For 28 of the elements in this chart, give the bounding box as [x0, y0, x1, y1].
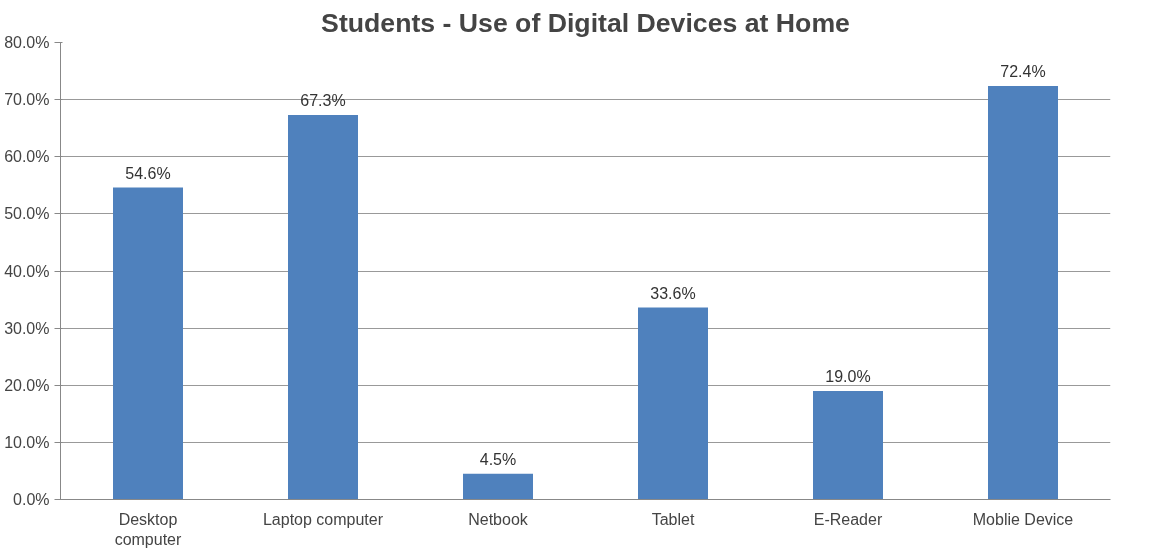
y-tick-label: 20.0%: [4, 376, 50, 394]
bar: [288, 115, 358, 500]
bar: [463, 473, 533, 500]
y-tick-label: 10.0%: [4, 433, 50, 451]
y-tick-label: 80.0%: [4, 34, 50, 51]
x-tick-label: Desktop computer: [114, 510, 183, 548]
data-label: 54.6%: [125, 164, 171, 182]
x-tick-label: Tablet: [651, 510, 695, 528]
y-tick-label: 60.0%: [4, 148, 50, 166]
y-tick-label: 0.0%: [13, 491, 50, 508]
y-tick-label: 70.0%: [4, 91, 50, 109]
bar: [113, 187, 183, 500]
x-tick-label: E-Reader: [813, 510, 883, 528]
data-label: 67.3%: [300, 92, 346, 110]
x-tick-label: Laptop computer: [262, 510, 384, 528]
data-label: 4.5%: [479, 450, 517, 468]
bar: [638, 307, 708, 500]
bar: [988, 85, 1058, 500]
x-tick-label: Netbook: [468, 510, 529, 528]
data-label: 72.4%: [1000, 62, 1046, 80]
y-tick-label: 40.0%: [4, 262, 50, 280]
data-label: 19.0%: [825, 367, 871, 385]
data-label: 33.6%: [650, 284, 696, 302]
y-tick-label: 50.0%: [4, 205, 50, 223]
x-tick-label: Moblie Device: [972, 510, 1074, 528]
bar: [813, 390, 883, 500]
y-tick-label: 30.0%: [4, 319, 50, 337]
chart-title: Students - Use of Digital Devices at Home: [321, 7, 850, 38]
